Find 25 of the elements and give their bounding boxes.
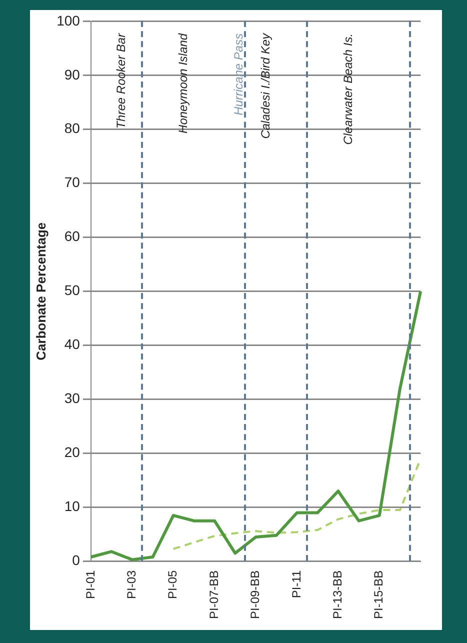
annotation: Hurricane Pass [232,33,246,116]
annotation: Three Rooker Bar [114,32,128,129]
annotation: Clearwater Beach Is. [340,33,355,145]
y-tick-label: 60 [64,228,80,244]
x-tick-label: PI-03 [124,570,138,599]
y-axis-title: Carbonate Percentage [33,222,48,360]
y-tick-label: 50 [64,282,80,298]
annotation: Honeymoon Island [176,33,190,134]
y-tick-label: 0 [72,552,80,568]
y-tick-label: 20 [64,444,80,460]
y-tick-label: 70 [64,174,80,190]
x-tick-label: PI-11 [289,570,304,598]
x-tick-label: PI-15-BB [372,570,386,619]
x-tick-label: PI-07-BB [206,570,221,619]
y-tick-label: 100 [56,12,80,28]
annotation: Caladesi I./Bird Key [258,32,272,139]
x-tick-label: PI-09-BB [248,570,262,619]
y-tick-label: 80 [64,120,80,136]
y-tick-label: 90 [64,66,80,82]
x-tick-label: PI-01 [83,570,98,599]
y-tick-label: 30 [64,390,80,406]
y-tick-label: 10 [64,498,80,514]
y-tick-label: 40 [64,336,80,352]
x-tick-label: PI-05 [166,570,180,599]
x-tick-label: PI-13-BB [330,570,344,619]
